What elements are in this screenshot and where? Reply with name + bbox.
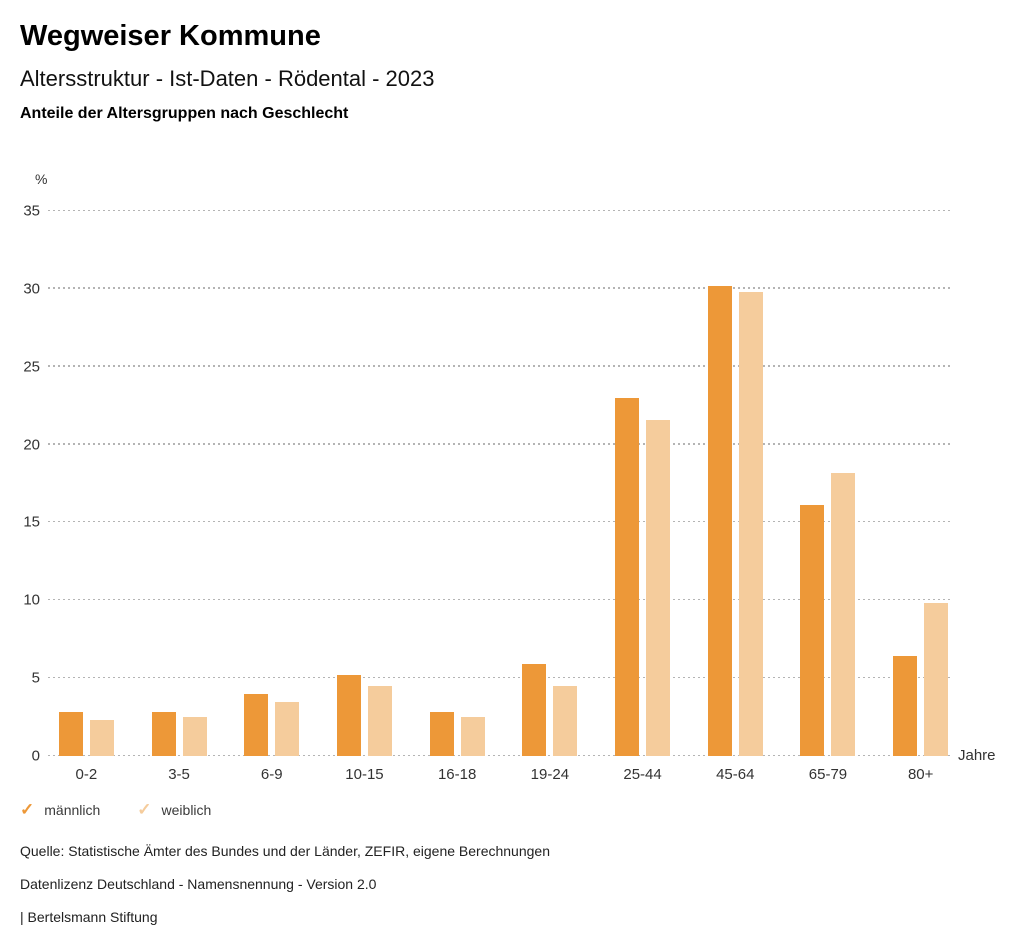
bar-männlich[interactable] [58, 712, 83, 756]
x-category-label: 45-64 [716, 766, 755, 783]
bar-group: 16-18 [411, 211, 504, 783]
gridline [48, 209, 953, 211]
y-tick-label: 25 [23, 358, 40, 376]
check-icon: ✓ [20, 800, 35, 819]
y-axis-labels: 0 5 10 15 20 25 30 35 [0, 203, 40, 765]
bar-männlich[interactable] [707, 285, 732, 756]
bar-männlich[interactable] [244, 693, 269, 756]
bar-weiblich[interactable] [460, 717, 485, 756]
bar-group: 3-5 [133, 211, 226, 783]
x-category-label: 19-24 [530, 766, 570, 783]
gridline [48, 754, 953, 756]
check-icon: ✓ [137, 800, 152, 819]
plot-area: 0-2 3-5 6-9 10-15 16-18 19-24 25-44 45-64 65-79 8… [40, 209, 967, 783]
bar-männlich[interactable] [151, 712, 176, 756]
x-category-label: 10-15 [345, 766, 384, 783]
page-title: Wegweiser Kommune [20, 20, 321, 52]
x-category-label: 65-79 [808, 766, 848, 783]
legend-item-männlich[interactable]: ✓ männlich [20, 801, 100, 818]
x-axis-unit-label: Jahre [958, 747, 996, 764]
bar-pair [40, 211, 133, 756]
bar-group: 10-15 [318, 211, 411, 783]
bar-group: 45-64 [689, 211, 782, 783]
y-tick-label: 10 [23, 591, 40, 609]
bar-weiblich[interactable] [553, 685, 578, 756]
bar-group: 6-9 [225, 211, 318, 783]
bar-pair [504, 211, 597, 756]
bar-pair [318, 211, 411, 756]
license-text: Datenlizenz Deutschland - Namensnennung … [20, 876, 377, 892]
gridline [48, 365, 953, 367]
bar-group: 0-2 [40, 211, 133, 783]
source-text: Quelle: Statistische Ämter des Bundes un… [20, 843, 550, 859]
chart-description: Anteile der Altersgruppen nach Geschlech… [20, 105, 349, 122]
bar-weiblich[interactable] [738, 291, 763, 756]
gridlines [48, 209, 953, 756]
bar-groups: 0-2 3-5 6-9 10-15 16-18 19-24 25-44 45-64 65-79 8… [40, 211, 967, 783]
bar-männlich[interactable] [429, 712, 454, 756]
bar-weiblich[interactable] [924, 603, 949, 756]
y-tick-label: 30 [23, 280, 40, 298]
bar-männlich[interactable] [522, 664, 547, 756]
bar-pair [782, 211, 875, 756]
x-category-label: 25-44 [623, 766, 662, 783]
gridline [48, 598, 953, 601]
bar-group: 80+ [874, 211, 967, 783]
gridline [48, 676, 953, 679]
x-category-label: 80+ [907, 766, 934, 783]
bar-männlich[interactable] [336, 675, 361, 756]
x-category-label: 3-5 [168, 766, 190, 783]
x-category-label: 0-2 [75, 766, 98, 783]
y-tick-label: 15 [23, 513, 40, 531]
bar-pair [596, 211, 689, 756]
y-tick-label: 20 [23, 436, 40, 454]
y-axis-unit-label: % [35, 171, 48, 187]
bar-pair [133, 211, 226, 756]
bar-pair [689, 211, 782, 756]
bar-männlich[interactable] [615, 397, 640, 756]
y-tick-label: 0 [31, 747, 40, 765]
gridline [48, 520, 953, 523]
attribution-text: | Bertelsmann Stiftung [20, 909, 158, 925]
legend-label: weiblich [161, 801, 212, 818]
bar-weiblich[interactable] [646, 419, 671, 756]
footer: Quelle: Statistische Ämter des Bundes un… [20, 843, 550, 942]
gridline [48, 287, 953, 289]
bar-pair [225, 211, 318, 756]
page-subtitle: Altersstruktur - Ist-Daten - Rödental - … [20, 66, 435, 91]
legend: ✓ männlich ✓ weiblich [20, 801, 211, 818]
bar-group: 25-44 [596, 211, 689, 783]
gridline [48, 443, 953, 445]
bar-weiblich[interactable] [182, 717, 207, 756]
y-tick-label: 5 [31, 669, 40, 687]
bar-weiblich[interactable] [367, 685, 392, 756]
legend-item-weiblich[interactable]: ✓ weiblich [137, 801, 211, 818]
bar-männlich[interactable] [893, 656, 918, 756]
bar-pair [411, 211, 504, 756]
bar-group: 65-79 [782, 211, 875, 783]
bar-männlich[interactable] [800, 505, 825, 756]
x-category-label: 6-9 [260, 766, 283, 783]
y-tick-label: 35 [23, 202, 40, 220]
bar-weiblich[interactable] [831, 472, 856, 756]
x-category-label: 16-18 [437, 766, 477, 783]
bar-group: 19-24 [504, 211, 597, 783]
bar-weiblich[interactable] [275, 701, 300, 756]
bar-weiblich[interactable] [89, 720, 114, 756]
bar-pair [874, 211, 967, 756]
legend-label: männlich [44, 801, 101, 818]
